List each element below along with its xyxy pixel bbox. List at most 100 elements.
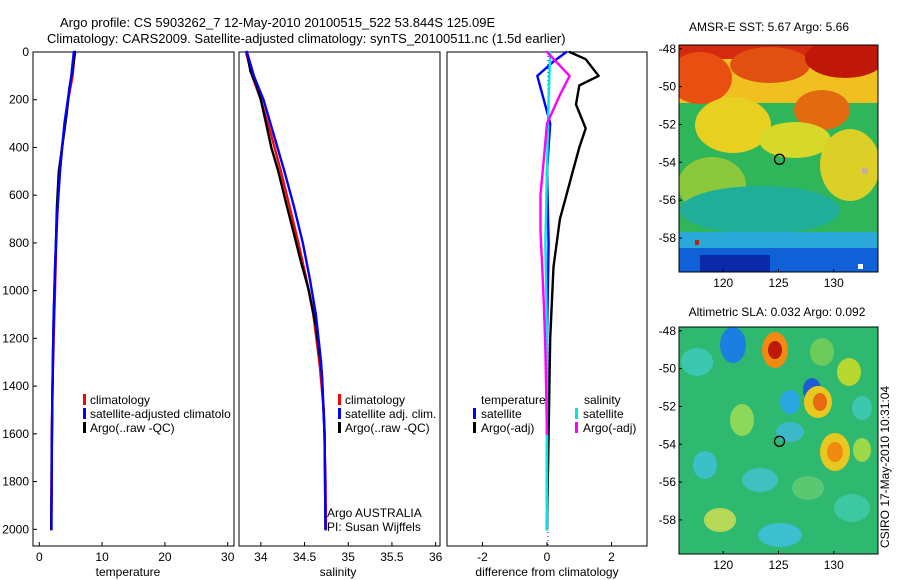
salinity-xtick-label: 36	[429, 550, 443, 564]
salinity-annotation-program: Argo AUSTRALIA	[327, 506, 422, 520]
salinity-xticks: 34 34.5 35 35.5 36	[254, 542, 443, 564]
temperature-ytick-label: 400	[9, 140, 29, 154]
temperature-xtick-label: 20	[158, 550, 172, 564]
sla-map-ytick-label: -56	[659, 475, 677, 489]
difference-series-temperature-argo-adj	[545, 50, 600, 531]
difference-legend-temp-satellite: satellite	[481, 407, 522, 421]
temperature-ytick-label: 200	[9, 93, 29, 107]
sst-map-ytick-label: -58	[659, 231, 677, 245]
difference-xtick-label: 2	[608, 550, 615, 564]
sla-map-xticks: 120 125 130	[713, 551, 844, 572]
difference-legend-swatch-sal-argo	[575, 422, 578, 433]
salinity-legend: climatology satellite adj. clim. Argo(..…	[338, 393, 436, 435]
sst-map-panel: AMSR-E SST: 5.67 Argo: 5.66 -48 -50 -52 -54…	[659, 20, 879, 290]
sla-map-xtick-label: 130	[824, 558, 844, 572]
temperature-legend-argo: Argo(..raw -QC)	[90, 421, 175, 435]
difference-legend-sal-argo: Argo(-adj)	[583, 421, 636, 435]
temperature-series-satellite	[50, 50, 76, 531]
salinity-series-satellite	[245, 50, 327, 531]
temperature-ytick-label: 1600	[2, 427, 29, 441]
temperature-legend-satellite: satellite-adjusted climatolo	[90, 407, 231, 421]
salinity-legend-swatch-argo	[338, 422, 341, 433]
sla-map-ytick-label: -58	[659, 513, 677, 527]
sst-map-ytick-label: -54	[659, 155, 677, 169]
header-line-1: Argo profile: CS 5903262_7 12-May-2010 2…	[60, 15, 495, 30]
difference-legend-swatch-temp-satellite	[473, 408, 476, 419]
temperature-xticks: 0 10 20 30	[36, 542, 235, 564]
salinity-xtick-label: 35.5	[380, 550, 404, 564]
sst-argo-location-marker	[773, 153, 786, 165]
temperature-ytick-label: 600	[9, 188, 29, 202]
sla-map-ytick-label: -50	[659, 362, 677, 376]
temperature-ytick-label: 1200	[2, 331, 29, 345]
salinity-xtick-label: 34	[254, 550, 268, 564]
salinity-lines	[244, 50, 328, 531]
sst-map-xtick-label: 125	[768, 276, 788, 290]
salinity-legend-climatology: climatology	[345, 393, 405, 407]
header-line-2: Climatology: CARS2009. Satellite-adjuste…	[47, 31, 566, 46]
temperature-ytick-label: 800	[9, 236, 29, 250]
difference-series-salinity-argo-adj	[539, 50, 571, 435]
sst-map-yticks: -48 -50 -52 -54 -56 -58	[659, 42, 682, 245]
sla-map-field	[679, 327, 878, 554]
sla-map-panel: Altimetric SLA: 0.032 Argo: 0.092	[659, 305, 879, 572]
difference-xlabel: difference from climatology	[475, 565, 618, 579]
sla-argo-location-marker	[773, 435, 786, 447]
temperature-legend-swatch-climatology	[83, 394, 86, 405]
difference-lines	[536, 50, 600, 531]
sst-map-ytick-label: -52	[659, 117, 677, 131]
salinity-panel: 34 34.5 35 35.5 36 salinity climatology sate…	[238, 50, 443, 579]
difference-xtick-label: -2	[477, 550, 488, 564]
side-timestamp-label: CSIRO 17-May-2010 10:31:04	[878, 386, 892, 548]
salinity-xlabel: salinity	[320, 565, 357, 579]
temperature-legend-swatch-argo	[83, 422, 86, 433]
difference-legend-swatch-sal-satellite	[575, 408, 578, 419]
temperature-panel: 0 200 400 600 800 1000 1200 1400 1600 1800 2000 0 1…	[2, 45, 234, 579]
sla-map-yticks: -48 -50 -52 -54 -56 -58	[659, 324, 682, 527]
sla-map-ytick-label: -52	[659, 399, 677, 413]
difference-panel: -2 0 2 difference from climatology tempera…	[446, 50, 648, 579]
temperature-xlabel: temperature	[96, 565, 161, 579]
sst-map-xtick-label: 130	[824, 276, 844, 290]
sst-map-field	[679, 45, 878, 272]
difference-xticks: -2 0 2	[477, 542, 615, 564]
sst-map-xticks: 120 125 130	[713, 269, 844, 290]
temperature-legend: climatology satellite-adjusted climatolo…	[83, 393, 231, 435]
temperature-ytick-label: 2000	[2, 522, 29, 536]
salinity-legend-argo: Argo(..raw -QC)	[345, 421, 430, 435]
temperature-ytick-label: 1800	[2, 475, 29, 489]
salinity-xtick-label: 35	[342, 550, 356, 564]
sst-map-ytick-label: -56	[659, 193, 677, 207]
salinity-annotation-pi: PI: Susan Wijffels	[327, 520, 421, 534]
temperature-xtick-label: 10	[95, 550, 109, 564]
temperature-ytick-label: 0	[22, 45, 29, 59]
temperature-xtick-label: 0	[36, 550, 43, 564]
sla-map-ytick-label: -54	[659, 437, 677, 451]
temperature-axes	[32, 51, 235, 547]
sla-map-xtick-label: 125	[768, 558, 788, 572]
salinity-xtick-label: 34.5	[293, 550, 317, 564]
sst-map-xtick-label: 120	[713, 276, 733, 290]
temperature-lines	[50, 50, 77, 531]
difference-legend-temp-argo: Argo(-adj)	[481, 421, 534, 435]
sst-map-ytick-label: -48	[659, 42, 677, 56]
salinity-legend-swatch-satellite	[338, 408, 341, 419]
difference-legend-temperature-title: temperature	[481, 393, 546, 407]
salinity-legend-satellite: satellite adj. clim.	[345, 407, 436, 421]
difference-legend-swatch-temp-argo	[473, 422, 476, 433]
difference-xtick-label: 0	[544, 550, 551, 564]
temperature-xtick-label: 30	[221, 550, 235, 564]
difference-legend-sal-satellite: satellite	[583, 407, 624, 421]
sla-map-ytick-label: -48	[659, 324, 677, 338]
difference-legend: temperature satellite Argo(-adj) salinit…	[473, 393, 636, 435]
temperature-legend-swatch-satellite	[83, 408, 86, 419]
temperature-ytick-label: 1400	[2, 379, 29, 393]
sst-map-title: AMSR-E SST: 5.67 Argo: 5.66	[689, 20, 849, 34]
sla-map-title: Altimetric SLA: 0.032 Argo: 0.092	[689, 305, 866, 319]
salinity-legend-swatch-climatology	[338, 394, 341, 405]
sst-map-ytick-label: -50	[659, 80, 677, 94]
temperature-yticks: 0 200 400 600 800 1000 1200 1400 1600 1800 2000	[2, 45, 37, 536]
temperature-legend-climatology: climatology	[90, 393, 150, 407]
temperature-ytick-label: 1000	[2, 284, 29, 298]
